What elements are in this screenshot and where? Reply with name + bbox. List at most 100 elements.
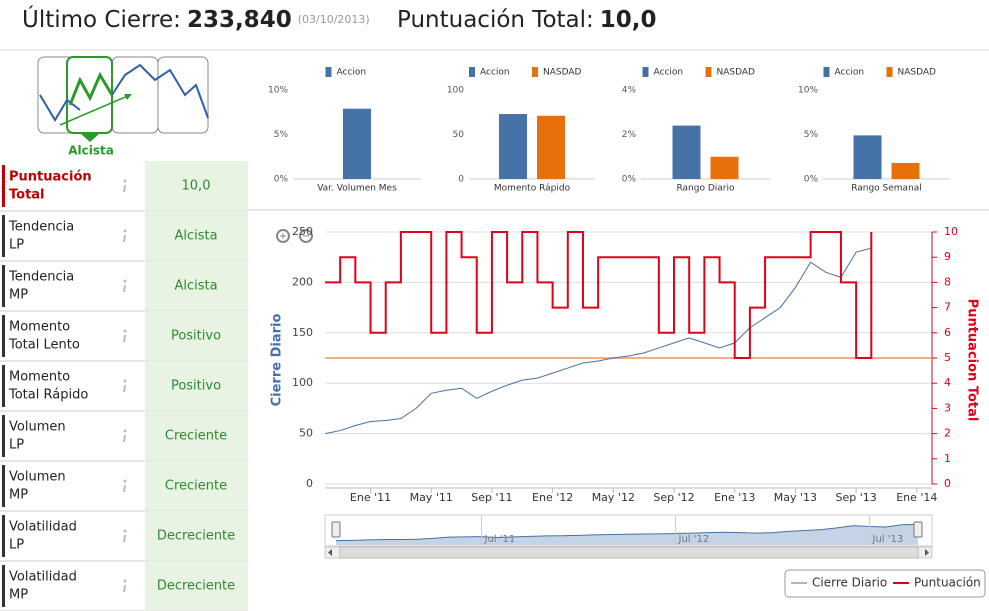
- info-icon: [123, 329, 127, 333]
- icon-arrow: [59, 94, 131, 126]
- scroll-arrow: [328, 549, 332, 556]
- row-label: Volumen: [9, 420, 66, 435]
- row-value: Alcista: [174, 229, 217, 244]
- x-tick-label: Momento Rápido: [494, 184, 571, 194]
- y-tick-label: 250: [292, 225, 313, 238]
- y2-tick-label: 9: [944, 250, 951, 263]
- legend-label: Accion: [835, 68, 865, 78]
- x-tick-label: Sep '12: [653, 491, 694, 504]
- row-label: Momento: [9, 320, 70, 335]
- row-value: Positivo: [171, 329, 221, 344]
- legend-label: NASDAD: [717, 68, 756, 78]
- bar: [710, 156, 739, 179]
- row-value: Decreciente: [157, 579, 235, 594]
- row-value: Creciente: [165, 429, 227, 444]
- y2-tick-label: 7: [944, 301, 951, 314]
- info-icon: [123, 434, 126, 443]
- info-icon: [123, 579, 127, 583]
- row-marker: [2, 465, 5, 507]
- icon-arrowhead: [124, 94, 132, 100]
- row-label: LP: [9, 438, 24, 453]
- legend-swatch: [823, 67, 830, 77]
- row-label: Total Rápido: [8, 388, 88, 403]
- score-value: 10,0: [600, 7, 657, 33]
- info-icon: [123, 184, 126, 193]
- row-label: LP: [9, 238, 24, 253]
- y-tick-label: 150: [292, 326, 313, 339]
- x-tick-label: Ene '12: [532, 491, 573, 504]
- x-tick-label: Sep '11: [471, 491, 512, 504]
- navigator-handle: [913, 521, 923, 538]
- x-tick-label: Ene '13: [714, 491, 755, 504]
- value-cell: [145, 161, 248, 210]
- x-tick-label: May '11: [410, 491, 453, 504]
- legend-swatch: [705, 67, 712, 77]
- y-tick-label: 200: [292, 275, 313, 288]
- value-cell: [145, 211, 248, 260]
- y2-tick-label: 8: [944, 275, 951, 288]
- info-icon: [123, 584, 126, 593]
- info-icon: [123, 534, 126, 543]
- scrollbar-thumb: [339, 546, 919, 559]
- value-cell: [145, 261, 248, 310]
- value-cell: [145, 511, 248, 560]
- row-label: Tendencia: [8, 220, 74, 235]
- series-line: [325, 231, 873, 359]
- row-label: MP: [9, 488, 28, 503]
- y-tick-label: 2%: [622, 130, 637, 140]
- y-tick-label: 50: [453, 130, 465, 140]
- close-date: (03/10/2013): [298, 13, 370, 26]
- icon-line: [39, 94, 81, 122]
- y-tick-label: 4%: [622, 86, 637, 96]
- x-tick-label: Rango Semanal: [851, 184, 922, 194]
- bar: [672, 125, 701, 179]
- y2-tick-label: 2: [944, 427, 951, 440]
- info-icon: [123, 284, 126, 293]
- x-tick-label: Ene '14: [896, 491, 937, 504]
- y-tick-label: 100: [447, 86, 464, 96]
- y2-tick-label: 4: [944, 376, 951, 389]
- y-tick-label: 10%: [268, 86, 288, 96]
- info-icon: [123, 379, 127, 383]
- navigator-line: [335, 523, 919, 542]
- y2-tick-label: 6: [944, 326, 951, 339]
- row-value: Alcista: [174, 279, 217, 294]
- series-line: [324, 247, 872, 435]
- row-marker: [2, 365, 5, 407]
- y-tick-label: 0: [306, 477, 313, 490]
- row-label: Total Lento: [8, 338, 80, 353]
- y-tick-label: 0%: [804, 175, 819, 185]
- legend-swatch: [469, 67, 475, 77]
- row-label: MP: [9, 588, 28, 603]
- zoom-icons: [276, 229, 313, 243]
- legend-label: Accion: [480, 68, 510, 78]
- y-tick-label: 50: [299, 427, 313, 440]
- icon-pointer: [80, 133, 100, 142]
- icon-panel: [157, 56, 209, 134]
- info-icon: [123, 229, 127, 233]
- icon-line: [111, 63, 209, 119]
- trend-icon: Alcista: [37, 56, 209, 158]
- row-marker: [2, 415, 5, 457]
- value-cell: [145, 411, 248, 460]
- bar: [343, 108, 371, 179]
- info-icon: [123, 529, 127, 533]
- legend-swatch: [642, 67, 649, 77]
- x-tick-label: Rango Diario: [676, 184, 735, 194]
- bar: [853, 135, 882, 179]
- y2-axis-title: Puntuacion Total: [965, 299, 980, 422]
- icon-line: [68, 71, 114, 106]
- legend-label: NASDAD: [543, 68, 582, 78]
- info-icon: [123, 179, 127, 183]
- legend-box: [784, 569, 986, 598]
- info-icon: [123, 234, 126, 243]
- y2-tick-label: 1: [944, 452, 951, 465]
- zoom-out[interactable]: [299, 229, 313, 243]
- score-label: Puntuación Total:: [397, 7, 594, 33]
- scroll-arrow: [925, 549, 929, 556]
- row-value: Creciente: [165, 479, 227, 494]
- zoom-in[interactable]: [276, 229, 290, 243]
- row-marker: [2, 265, 5, 307]
- value-cell: [145, 461, 248, 510]
- icon-label: Alcista: [68, 144, 114, 158]
